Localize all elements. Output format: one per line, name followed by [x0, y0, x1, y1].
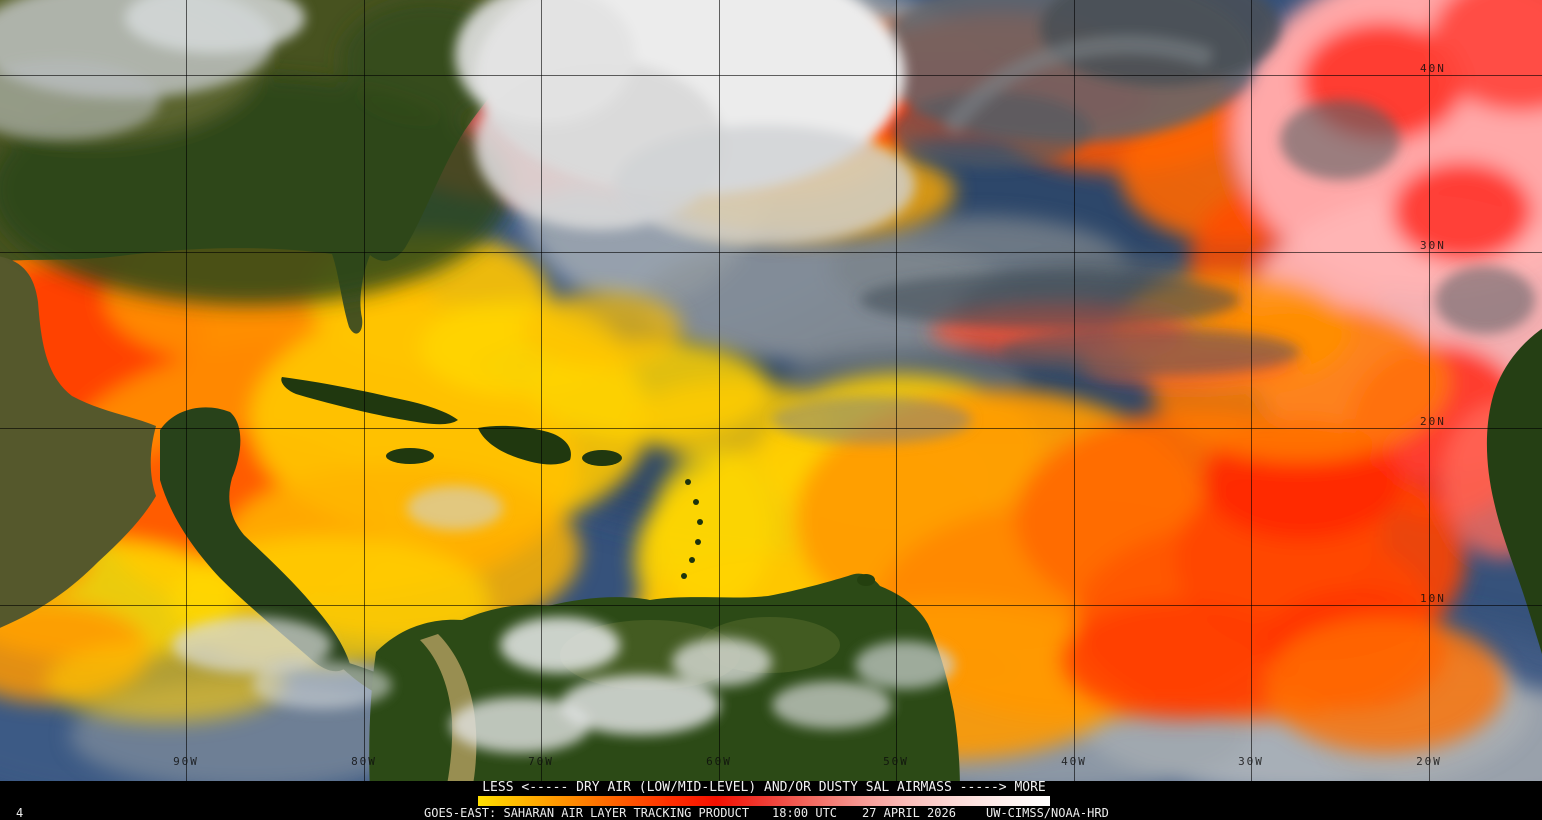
- gridline-70w: [541, 0, 542, 781]
- gridline-20n: [0, 428, 1542, 429]
- valid-date: 27 APRIL 2026: [862, 806, 956, 820]
- gridline-50w: [896, 0, 897, 781]
- gridline-40n: [0, 75, 1542, 76]
- gridline-60w: [719, 0, 720, 781]
- legend-bar: LESS <----- DRY AIR (LOW/MID-LEVEL) AND/…: [0, 781, 1542, 820]
- lon-label-90w: 90W: [173, 755, 199, 768]
- colorbar-scale-text: LESS <----- DRY AIR (LOW/MID-LEVEL) AND/…: [482, 780, 1046, 795]
- lat-label-30n: 30N: [1420, 239, 1446, 252]
- gridline-20w: [1429, 0, 1430, 781]
- credit-text: UW-CIMSS/NOAA-HRD: [986, 806, 1109, 820]
- lon-label-60w: 60W: [706, 755, 732, 768]
- valid-time: 18:00 UTC: [772, 806, 838, 820]
- gridline-40w: [1074, 0, 1075, 781]
- gridline-30w: [1251, 0, 1252, 781]
- lat-label-20n: 20N: [1420, 415, 1446, 428]
- lon-label-70w: 70W: [528, 755, 554, 768]
- lon-label-50w: 50W: [883, 755, 909, 768]
- satellite-imagery: [0, 0, 1542, 781]
- lat-label-40n: 40N: [1420, 62, 1446, 75]
- satellite-map: 40N 30N 20N 10N 90W 80W 70W 60W 50W 40W …: [0, 0, 1542, 781]
- gridline-90w: [186, 0, 187, 781]
- frame-number: 4: [16, 806, 24, 820]
- colorbar: [478, 796, 1050, 806]
- gridline-30n: [0, 252, 1542, 253]
- product-title: GOES-EAST: SAHARAN AIR LAYER TRACKING PR…: [424, 806, 750, 820]
- lon-label-30w: 30W: [1238, 755, 1264, 768]
- gridline-80w: [364, 0, 365, 781]
- lon-label-80w: 80W: [351, 755, 377, 768]
- lon-label-40w: 40W: [1061, 755, 1087, 768]
- lon-label-20w: 20W: [1416, 755, 1442, 768]
- lat-label-10n: 10N: [1420, 592, 1446, 605]
- gridline-10n: [0, 605, 1542, 606]
